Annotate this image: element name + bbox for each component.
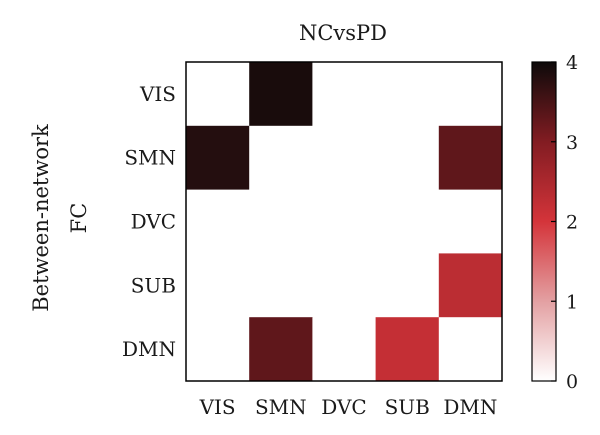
x-tick-label-dvc: DVC [321, 395, 366, 419]
heatmap-cell-sub-dvc [312, 253, 377, 318]
heatmap-cell-dmn-smn [249, 317, 313, 382]
heatmap-cell-dmn-dvc [312, 317, 377, 382]
y-tick-labels: VIS SMN DVC SUB DMN [122, 82, 176, 361]
heatmap-cell-sub-vis [186, 253, 250, 318]
y-axis-label-line-2: FC [67, 203, 91, 234]
heatmap-cell-dmn-sub [375, 317, 440, 382]
colorbar-ticks: 0 1 2 3 4 [551, 52, 578, 393]
y-tick-label-smn: SMN [124, 146, 176, 170]
heatmap-cell-smn-smn [249, 125, 313, 191]
y-tick-label-dvc: DVC [131, 210, 176, 234]
colorbar-tick-label-4: 4 [566, 52, 578, 74]
colorbar-tick-label-3: 3 [566, 132, 578, 154]
heatmap-cell-vis-sub [375, 62, 440, 127]
heatmap-cell-dvc-smn [249, 189, 313, 254]
heatmap-cell-dvc-dmn [438, 189, 503, 254]
x-tick-label-smn: SMN [255, 395, 307, 419]
heatmap-cell-smn-vis [186, 125, 250, 191]
chart-title: NCvsPD [299, 21, 387, 45]
heatmap-cell-vis-dmn [438, 62, 503, 127]
heatmap-cells [186, 62, 503, 382]
heatmap-cell-dvc-vis [186, 189, 250, 254]
heatmap-cell-smn-dmn [438, 125, 503, 191]
heatmap-cell-dmn-dmn [438, 317, 503, 382]
heatmap-cell-sub-dmn [438, 253, 503, 318]
heatmap-cell-vis-smn [249, 62, 313, 127]
heatmap-cell-dmn-vis [186, 317, 250, 382]
x-tick-label-dmn: DMN [443, 395, 497, 419]
heatmap-cell-sub-smn [249, 253, 313, 318]
heatmap-cell-smn-dvc [312, 125, 377, 191]
colorbar-tick-label-1: 1 [566, 291, 578, 313]
heatmap-cell-vis-dvc [312, 62, 377, 127]
heatmap-cell-smn-sub [375, 125, 440, 191]
colorbar-tick-label-2: 2 [566, 212, 578, 234]
heatmap-cell-dvc-sub [375, 189, 440, 254]
x-tick-label-vis: VIS [199, 395, 236, 419]
y-axis-label-line-1: Between-network [29, 124, 53, 312]
colorbar-tick-label-0: 0 [566, 371, 578, 393]
y-tick-label-vis: VIS [139, 82, 176, 106]
plot-frame [185, 61, 503, 382]
heatmap-cell-sub-sub [375, 253, 440, 318]
x-tick-labels: VIS SMN DVC SUB DMN [199, 395, 498, 419]
y-tick-label-dmn: DMN [122, 337, 176, 361]
x-tick-label-sub: SUB [385, 395, 430, 419]
heatmap-cell-vis-vis [186, 62, 250, 127]
heatmap-cell-dvc-dvc [312, 189, 377, 254]
y-tick-label-sub: SUB [131, 273, 176, 297]
